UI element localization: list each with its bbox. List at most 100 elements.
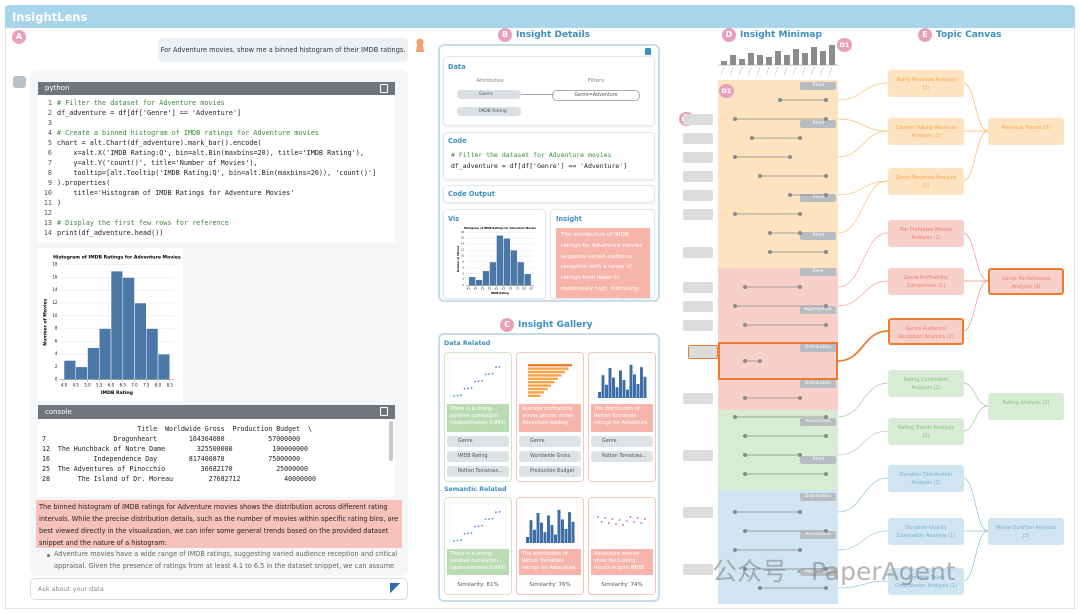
code-line: # Display the first few rows for referen… (57, 219, 229, 227)
copy-button[interactable] (380, 407, 388, 416)
insight-stub (683, 320, 713, 331)
selected-insight[interactable] (718, 342, 838, 380)
topic-node[interactable]: Yearly Revenue Analysis (2) (888, 70, 964, 97)
section-card (443, 132, 655, 180)
insight-tag: Association (800, 418, 836, 426)
code-body (38, 95, 395, 243)
console-line: 12 The Hunchback of Notre Dame 325500000… (42, 445, 308, 453)
bullet: Adventure movies have a wide range of IM… (54, 550, 398, 570)
code-line: ) (57, 199, 62, 207)
send-button[interactable] (390, 583, 400, 594)
card-tag: Worldwide Gross (519, 451, 581, 462)
topic-node[interactable]: Top Profitable Movies Analysis (1) (888, 220, 964, 247)
filter-pill: Genre=Adventure (552, 90, 640, 101)
insight-stub (683, 393, 713, 404)
flow-line (521, 94, 554, 95)
line-number: 8 (47, 169, 52, 177)
attribute-pill: IMDB Rating (457, 107, 521, 116)
panel-title: Insight Minimap (740, 30, 822, 40)
marker: D1 (837, 38, 852, 52)
topic-node[interactable]: Creative Team Contribution Analysis (1) (888, 568, 964, 595)
badge: D (722, 28, 736, 42)
panel-title: Insight Details (516, 30, 590, 40)
code-line: chart = alt.Chart(df_adventure).mark_bar… (57, 139, 262, 147)
topic-node[interactable]: Content Rating Revenue Analysis (1) (888, 118, 964, 145)
insight-stub (683, 152, 713, 163)
console-body (38, 419, 395, 497)
user-avatar (414, 38, 426, 52)
panel-title: Topic Canvas (936, 30, 1002, 40)
line-number: 4 (47, 129, 52, 137)
bot-avatar (13, 76, 26, 88)
frame (5, 28, 1075, 609)
card-tag: Production Budget (519, 466, 581, 477)
copy-button[interactable] (380, 84, 388, 93)
marker: D2 (719, 84, 734, 98)
line-number: 3 (47, 119, 52, 127)
badge: A (12, 30, 26, 44)
similarity: Similarity: 74% (601, 582, 643, 588)
insight-stub (683, 301, 713, 312)
topic-node[interactable]: Genre Performance Analysis (4) (988, 268, 1064, 295)
line-number: 6 (47, 149, 52, 157)
insight-tag: Aggregation (800, 568, 836, 576)
insight-stub (683, 247, 713, 258)
topic-node[interactable]: Genre Revenue Analysis (2) (888, 168, 964, 195)
code-line: df_adventure = df[df['Genre'] == 'Advent… (451, 162, 628, 170)
insight-stub (688, 345, 718, 359)
topic-node[interactable]: Duration-Quality Correlation Analysis (1… (888, 518, 964, 545)
insight-tag: Trend (800, 456, 836, 464)
insight-tag: Association (800, 531, 836, 539)
topic-node[interactable]: Revenue Trends (3) (988, 118, 1064, 145)
insight-stub (683, 282, 713, 293)
topic-node[interactable]: Rating Trends Analysis (1) (888, 418, 964, 445)
logo: InsightLens (12, 10, 88, 24)
chat-input[interactable] (30, 578, 408, 600)
line-number: 1 (47, 99, 52, 107)
topic-node[interactable]: Rating Analysis (2) (988, 393, 1064, 420)
card-tag: Rotten Tomatoes... (447, 466, 509, 477)
insight-tag: Trend (800, 194, 836, 202)
insight-tag: Distribution (800, 493, 836, 501)
section-title: Insight (556, 215, 582, 223)
insight-stub (683, 209, 713, 220)
card-text: There is a strong positive correlation (… (447, 549, 509, 575)
card-tag: Rotten Tomatoes... (591, 451, 653, 462)
top-bar (5, 5, 1075, 28)
similarity: Similarity: 81% (457, 582, 499, 588)
attribute-pill: Genre (457, 90, 521, 99)
line-number: 7 (47, 159, 52, 167)
section-title: Vis (448, 215, 460, 223)
section-card (443, 185, 655, 203)
code-line: # Create a binned histogram of IMDB rati… (57, 129, 319, 137)
topic-node[interactable]: Rating Correlation Analysis (1) (888, 370, 964, 397)
section-title: Code Output (448, 190, 495, 198)
console-line: 16 Independence Day 817400878 75000000 (42, 455, 301, 463)
insight-tag: Distribution (800, 344, 836, 352)
code-line: y=alt.Y('count()', title='Number of Movi… (57, 159, 258, 167)
badge: E (918, 28, 932, 42)
insight-tag: Trend (800, 82, 836, 90)
code-header: python (38, 82, 395, 95)
pin-button[interactable] (645, 48, 651, 55)
topic-node[interactable]: Movie Duration Analysis (3) (988, 518, 1064, 545)
badge: C (500, 318, 514, 332)
topic-node[interactable]: Genre Audience Reception Analysis (2) (888, 318, 964, 345)
section-title: Code (448, 137, 467, 145)
badge: B (498, 28, 512, 42)
topic-node[interactable]: Genre Profitability Comparison (1) (888, 268, 964, 295)
column-label: Attributes (476, 78, 504, 84)
code-line: x=alt.X('IMDB Rating:Q', bin=alt.Bin(max… (57, 149, 364, 157)
insight-tag: Trend (800, 232, 836, 240)
histogram-card (38, 248, 183, 401)
insight-tag: Distribution (800, 380, 836, 388)
panel-title: Insight Gallery (518, 320, 593, 330)
insight-stub (683, 190, 713, 201)
card-tag: Genre (591, 436, 653, 447)
insight-stub (683, 114, 713, 125)
column-label: Filters (587, 78, 605, 84)
watermark: 公众号 · PaperAgent (712, 557, 956, 586)
summary: The binned histogram of IMDB ratings for… (36, 500, 402, 548)
topic-node[interactable]: Duration Distribution Analysis (1) (888, 465, 964, 492)
